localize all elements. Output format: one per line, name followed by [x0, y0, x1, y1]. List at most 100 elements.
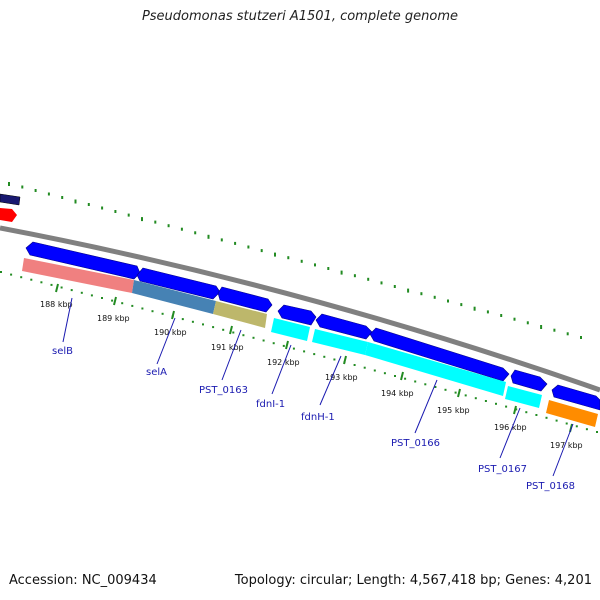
gene-block-PST_0168[interactable] [546, 400, 598, 427]
dot-marker [181, 318, 184, 321]
outer-dot-track [8, 182, 582, 339]
dot-marker [194, 231, 197, 235]
dot-marker [8, 182, 10, 186]
dot-marker [131, 304, 134, 307]
leader-line [62, 297, 73, 343]
gene-label-fdnH-1[interactable]: fdnH-1 [301, 412, 335, 423]
gene-block-fdnH-1[interactable] [312, 329, 368, 355]
dot-marker [394, 375, 396, 377]
dot-marker [367, 277, 370, 281]
dot-marker [513, 317, 516, 321]
dot-marker [127, 213, 130, 217]
dot-marker [575, 425, 578, 428]
dot-marker [353, 364, 356, 366]
dot-marker [220, 238, 223, 242]
dot-marker [444, 388, 447, 391]
dot-marker [333, 358, 336, 361]
dot-marker [80, 291, 83, 294]
gene-block-PST_0163[interactable] [213, 301, 267, 328]
red-feature-partial[interactable] [0, 208, 17, 222]
tick-label: 195 kbp [437, 406, 470, 415]
dot-marker [114, 210, 117, 213]
dot-marker [292, 347, 295, 350]
scale-tick [513, 405, 517, 415]
dot-marker [167, 224, 170, 228]
dot-marker [272, 342, 275, 345]
dot-marker [454, 391, 457, 394]
accession-text: Accession: NC_009434 [9, 573, 157, 588]
dot-marker [20, 276, 23, 279]
dot-marker [545, 416, 548, 419]
dot-marker [495, 402, 497, 405]
dot-marker [473, 306, 476, 311]
cds-arrow[interactable] [136, 267, 221, 300]
dot-marker [212, 326, 215, 329]
gene-block-selA[interactable] [132, 280, 216, 314]
gene-block-fdnI-1[interactable] [271, 318, 310, 341]
dot-marker [380, 281, 383, 285]
cds-arrow[interactable] [25, 241, 141, 280]
genome-summary-text: Topology: circular; Length: 4,567,418 bp… [234, 573, 592, 588]
cds-arrow[interactable] [510, 369, 548, 392]
tick-label: 196 kbp [494, 423, 527, 432]
dot-marker [566, 332, 569, 336]
dot-marker [596, 431, 598, 433]
gene-label-PST_0166[interactable]: PST_0166 [391, 438, 440, 449]
gene-label-fdnI-1[interactable]: fdnI-1 [256, 399, 285, 410]
dot-marker [526, 321, 529, 325]
leader-line [319, 355, 342, 406]
cds-arrow[interactable] [217, 286, 273, 313]
gene-labels: selB selA PST_0163 fdnI-1 fdnH-1 PST_016… [52, 297, 575, 492]
dot-marker [242, 334, 245, 337]
dot-marker [47, 192, 50, 196]
dot-marker [447, 299, 449, 303]
dot-marker [404, 377, 407, 380]
dot-marker [474, 397, 477, 400]
dot-marker [34, 189, 37, 192]
scale-tick [171, 310, 175, 320]
dot-marker [191, 320, 194, 323]
gene-label-selB[interactable]: selB [52, 346, 73, 357]
navy-feature-partial[interactable] [0, 193, 21, 206]
tick-label: 188 kbp [40, 300, 73, 309]
dot-marker [260, 249, 263, 253]
tick-label: 197 kbp [550, 441, 583, 450]
dot-marker [202, 323, 204, 326]
scale-tick [285, 340, 289, 350]
cds-arrow[interactable] [369, 327, 510, 382]
dot-marker [383, 372, 386, 375]
leader-line [552, 423, 574, 477]
inner-dot-track [0, 271, 598, 433]
dot-marker [424, 383, 427, 386]
dot-marker [420, 292, 423, 296]
leader-line [499, 407, 521, 459]
dot-marker [180, 227, 183, 231]
dot-marker [141, 307, 144, 310]
cds-arrow[interactable] [315, 313, 373, 340]
dot-marker [151, 310, 154, 313]
tick-label: 194 kbp [381, 389, 414, 398]
cds-arrow[interactable] [277, 304, 317, 326]
tick-label: 191 kbp [211, 343, 244, 352]
gene-label-selA[interactable]: selA [146, 367, 167, 378]
dot-marker [434, 386, 437, 388]
dot-marker [484, 400, 487, 402]
tick-label: 189 kbp [97, 314, 130, 323]
dot-marker [262, 339, 265, 342]
gene-label-PST_0167[interactable]: PST_0167 [478, 464, 527, 475]
tick-labels: 188 kbp 189 kbp 190 kbp 191 kbp 192 kbp … [40, 300, 583, 450]
cds-arrow[interactable] [551, 384, 600, 411]
gene-label-PST_0168[interactable]: PST_0168 [526, 481, 575, 492]
dot-marker [433, 295, 436, 299]
gene-block-PST_0166[interactable] [365, 342, 506, 396]
leader-line [221, 329, 242, 381]
dot-marker [50, 283, 53, 286]
dot-marker [60, 286, 63, 289]
gene-block-selB[interactable] [22, 258, 134, 293]
dot-marker [222, 328, 225, 331]
gene-block-PST_0167[interactable] [505, 386, 542, 408]
dot-marker [40, 281, 43, 284]
dot-marker [555, 419, 558, 422]
gene-label-PST_0163[interactable]: PST_0163 [199, 385, 248, 396]
